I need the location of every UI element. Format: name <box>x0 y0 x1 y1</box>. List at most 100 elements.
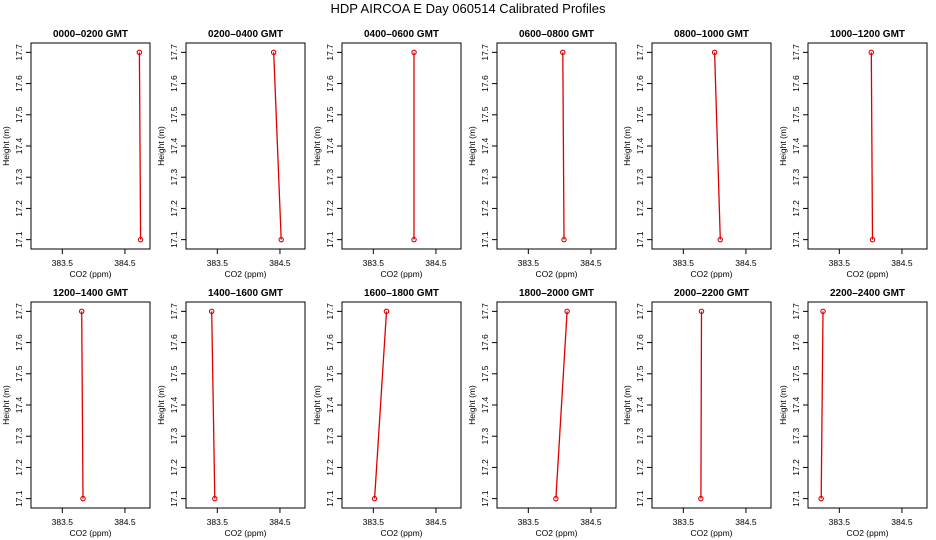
y-tick-label: 17.4 <box>169 137 179 154</box>
x-tick-label: 383.5 <box>673 258 695 268</box>
panel-6: 1000–1200 GMT 383.5 384.5 17.1 17.2 17.3 17.4 1… <box>778 29 928 279</box>
profile-line <box>562 52 565 240</box>
y-tick-label: 17.3 <box>480 428 490 445</box>
x-axis-label: CO2 (ppm) <box>224 528 266 538</box>
y-axis-label: Height (m) <box>312 126 322 166</box>
y-tick-label: 17.2 <box>169 459 179 476</box>
profile-line <box>138 52 142 240</box>
panel-1: 0000–0200 GMT 383.5 384.5 17.1 17.2 17.3 17.4 1… <box>1 29 151 279</box>
plot-frame <box>341 42 462 250</box>
profile-line <box>273 52 282 240</box>
data-point <box>78 308 85 315</box>
profile-line <box>713 52 721 240</box>
y-tick-label: 17.5 <box>325 365 335 382</box>
y-axis-label: Height (m) <box>778 126 788 166</box>
x-tick-label: 383.5 <box>518 258 540 268</box>
x-tick-label: 384.5 <box>425 517 447 527</box>
y-tick-label: 17.5 <box>169 365 179 382</box>
y-tick-label: 17.7 <box>169 303 179 320</box>
x-tick-label: 383.5 <box>518 517 540 527</box>
y-tick-label: 17.1 <box>791 231 801 248</box>
data-point <box>820 308 826 315</box>
x-tick-label: 384.5 <box>735 517 757 527</box>
x-axis-label: CO2 (ppm) <box>69 269 111 279</box>
data-point <box>208 308 215 315</box>
y-tick-label: 17.1 <box>169 231 179 248</box>
y-tick-label: 17.3 <box>325 428 335 445</box>
x-axis-label: CO2 (ppm) <box>846 528 888 538</box>
data-point <box>561 236 567 243</box>
x-tick-label: 384.5 <box>269 258 291 268</box>
x-tick-label: 384.5 <box>891 258 913 268</box>
y-tick-label: 17.3 <box>169 428 179 445</box>
y-axis-label: Height (m) <box>467 126 477 166</box>
y-tick-label: 17.6 <box>480 75 490 92</box>
y-axis-label: Height (m) <box>312 385 322 425</box>
profile-line <box>81 311 84 499</box>
panel-9: 1600–1800 GMT 383.5 384.5 17.1 17.2 17.3 17.4 1… <box>312 288 462 538</box>
y-tick-label: 17.1 <box>169 490 179 507</box>
y-tick-label: 17.6 <box>14 75 24 92</box>
y-tick-label: 17.7 <box>635 303 645 320</box>
data-point <box>564 308 570 315</box>
y-tick-label: 17.5 <box>169 106 179 123</box>
data-point <box>80 495 86 502</box>
y-tick-label: 17.6 <box>635 334 645 351</box>
y-tick-label: 17.5 <box>480 365 490 382</box>
x-tick-label: 383.5 <box>52 517 74 527</box>
y-tick-label: 17.3 <box>14 428 24 445</box>
x-axis-label: CO2 (ppm) <box>535 528 577 538</box>
x-tick-label: 383.5 <box>829 258 851 268</box>
y-tick-label: 17.7 <box>635 44 645 61</box>
data-point <box>868 49 875 56</box>
plot-frame <box>185 42 306 250</box>
y-tick-label: 17.5 <box>480 106 490 123</box>
x-tick-label: 383.5 <box>207 258 229 268</box>
x-tick-label: 384.5 <box>425 258 447 268</box>
y-tick-label: 17.2 <box>791 459 801 476</box>
x-tick-label: 384.5 <box>891 517 913 527</box>
panel-title: 0400–0600 GMT <box>364 29 439 40</box>
x-tick-label: 384.5 <box>580 517 602 527</box>
x-tick-label: 384.5 <box>114 517 136 527</box>
y-tick-label: 17.7 <box>325 303 335 320</box>
y-tick-label: 17.1 <box>635 490 645 507</box>
plot-frame <box>185 301 306 509</box>
x-tick-label: 384.5 <box>580 258 602 268</box>
x-tick-label: 383.5 <box>207 517 229 527</box>
plot-frame <box>30 301 151 509</box>
y-tick-label: 17.4 <box>480 396 490 413</box>
x-tick-label: 383.5 <box>363 258 385 268</box>
y-tick-label: 17.2 <box>480 459 490 476</box>
figure-title: HDP AIRCOA E Day 060514 Calibrated Profi… <box>330 1 606 16</box>
y-tick-label: 17.1 <box>480 231 490 248</box>
data-point <box>383 308 390 315</box>
x-axis-label: CO2 (ppm) <box>380 528 422 538</box>
data-point <box>411 236 417 243</box>
panel-title: 0800–1000 GMT <box>674 29 749 40</box>
y-tick-label: 17.7 <box>169 44 179 61</box>
data-point <box>212 495 218 502</box>
y-tick-label: 17.1 <box>325 231 335 248</box>
y-tick-label: 17.2 <box>14 459 24 476</box>
y-axis-label: Height (m) <box>622 385 632 425</box>
y-tick-label: 17.1 <box>14 231 24 248</box>
y-tick-label: 17.5 <box>635 106 645 123</box>
y-tick-label: 17.6 <box>14 334 24 351</box>
data-point <box>560 49 566 56</box>
data-point <box>270 49 277 56</box>
y-tick-label: 17.2 <box>480 200 490 217</box>
y-tick-label: 17.4 <box>635 396 645 413</box>
y-tick-label: 17.6 <box>325 334 335 351</box>
profile-line <box>820 311 824 499</box>
data-point <box>711 49 718 56</box>
x-tick-label: 383.5 <box>829 517 851 527</box>
y-tick-label: 17.5 <box>635 365 645 382</box>
data-point <box>553 495 559 502</box>
data-point <box>869 236 876 243</box>
y-tick-label: 17.5 <box>791 365 801 382</box>
x-axis-label: CO2 (ppm) <box>224 269 266 279</box>
y-tick-label: 17.7 <box>14 303 24 320</box>
panel-title: 0200–0400 GMT <box>208 29 283 40</box>
